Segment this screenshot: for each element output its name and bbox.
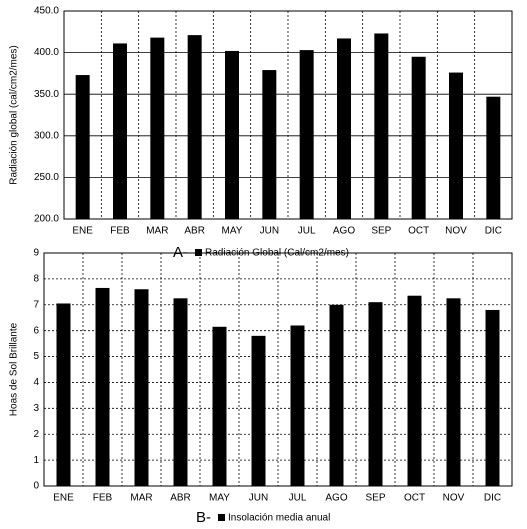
x-tick-label: SEP	[371, 226, 391, 237]
y-axis-label: Hoas de Sol Brillante	[9, 322, 20, 416]
bar	[225, 50, 239, 219]
x-tick-label: NOV	[445, 226, 467, 237]
bar	[134, 289, 149, 486]
bar	[95, 287, 110, 486]
x-tick-label: MAR	[146, 226, 168, 237]
x-tick-label: JUL	[289, 493, 307, 504]
x-tick-label: FEB	[110, 226, 130, 237]
bar	[299, 50, 314, 219]
plot-frame	[63, 10, 513, 220]
x-tick-label: DIC	[484, 493, 501, 504]
y-tick-label: 350.0	[34, 89, 59, 100]
x-tick-label: JUL	[298, 226, 316, 237]
x-tick-label: MAR	[130, 493, 152, 504]
bar	[187, 35, 202, 220]
x-tick-label: ABR	[170, 493, 191, 504]
panel-label: A-	[173, 244, 188, 261]
y-tick-label: 9	[33, 248, 39, 259]
x-tick-label: OCT	[408, 226, 429, 237]
bar	[262, 70, 277, 220]
bar	[337, 38, 351, 220]
y-axis-label: Radiación global (cal/cm2/mes)	[9, 45, 20, 185]
y-tick-label: 400.0	[34, 47, 59, 58]
y-tick-label: 3	[33, 403, 39, 414]
bar	[446, 298, 461, 486]
y-tick-label: 4	[33, 377, 39, 388]
bar	[212, 326, 227, 486]
bar	[290, 325, 305, 486]
x-tick-label: DIC	[485, 226, 502, 237]
legend-swatch	[218, 514, 225, 521]
bar	[485, 309, 500, 486]
x-tick-label: MAY	[209, 493, 230, 504]
x-tick-label: AGO	[333, 226, 355, 237]
y-tick-label: 200.0	[34, 214, 59, 225]
panel-label: B-	[196, 509, 211, 526]
bar	[75, 75, 90, 220]
bar	[329, 304, 344, 486]
y-tick-label: 250.0	[34, 172, 59, 183]
x-tick-label: ENE	[53, 493, 74, 504]
y-tick-label: 6	[33, 325, 39, 336]
x-tick-label: ABR	[184, 226, 205, 237]
x-tick-label: ENE	[72, 226, 93, 237]
bar	[56, 303, 71, 486]
bar	[368, 302, 383, 486]
y-tick-label: 7	[33, 299, 39, 310]
bar	[113, 43, 127, 220]
bar	[173, 298, 188, 486]
bar	[411, 56, 426, 220]
legend-label: Insolación media anual	[228, 513, 330, 524]
x-tick-label: MAY	[222, 226, 243, 237]
y-tick-label: 0	[33, 481, 39, 492]
bar	[486, 96, 501, 219]
x-tick-label: NOV	[443, 493, 465, 504]
bar	[449, 72, 463, 220]
bar	[150, 37, 165, 220]
y-tick-label: 2	[33, 429, 39, 440]
x-tick-label: SEP	[365, 493, 385, 504]
bar	[407, 295, 422, 486]
x-tick-label: FEB	[93, 493, 113, 504]
x-tick-label: OCT	[404, 493, 425, 504]
x-tick-label: AGO	[325, 493, 347, 504]
y-tick-label: 450.0	[34, 6, 59, 17]
bar	[374, 33, 389, 219]
y-tick-label: 300.0	[34, 130, 59, 141]
y-tick-label: 5	[33, 351, 39, 362]
x-tick-label: JUN	[260, 226, 279, 237]
plot-frame	[43, 252, 513, 487]
x-tick-label: JUN	[249, 493, 268, 504]
bar	[251, 335, 266, 486]
y-tick-label: 1	[33, 455, 39, 466]
y-tick-label: 8	[33, 274, 39, 285]
